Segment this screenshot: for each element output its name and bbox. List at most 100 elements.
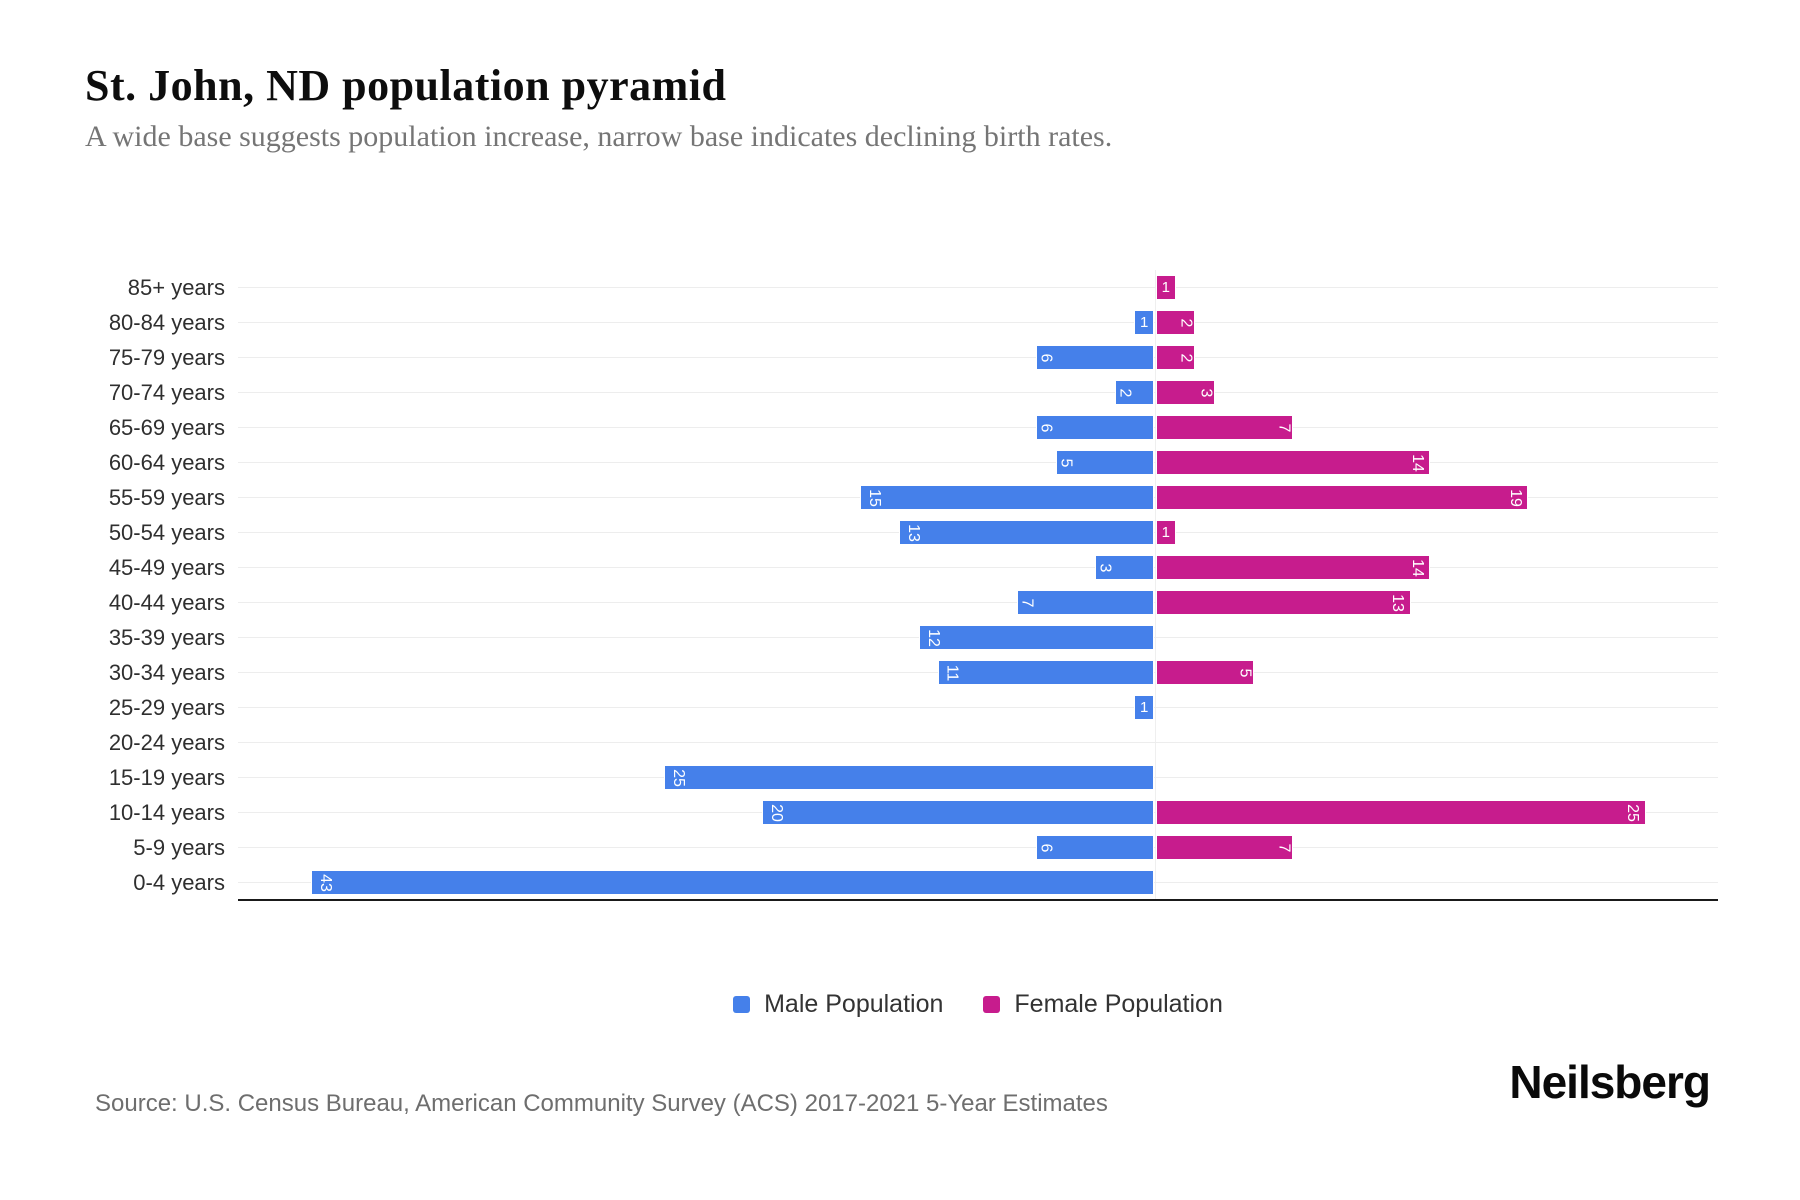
female-bar[interactable]: 13 [1156,590,1411,615]
male-bar[interactable]: 1 [1134,310,1154,335]
bar-value-label: 1 [1161,524,1170,541]
gridline [238,357,1718,358]
age-group-label: 40-44 years [108,590,225,615]
pyramid-row: 20-24 years [0,725,1800,760]
gridline [238,742,1718,743]
page-subtitle: A wide base suggests population increase… [85,120,1113,153]
age-group-label: 55-59 years [108,485,225,510]
age-group-label: 60-64 years [108,450,225,475]
male-bar[interactable]: 3 [1095,555,1154,580]
pyramid-row: 15-19 years 25 [0,760,1800,795]
male-bar[interactable]: 6 [1036,835,1154,860]
age-group-label: 35-39 years [108,625,225,650]
male-bar[interactable]: 11 [938,660,1154,685]
age-group-label: 15-19 years [108,765,225,790]
gridline [238,287,1718,288]
legend-item[interactable]: Male Population [733,990,943,1019]
gridline [238,602,1718,603]
pyramid-row: 5-9 years 6 7 [0,830,1800,865]
bar-value-label: 25 [1624,803,1642,822]
center-axis-line [1155,270,1156,900]
age-group-label: 20-24 years [108,730,225,755]
pyramid-row: 10-14 years 20 25 [0,795,1800,830]
bar-value-label: 2 [1177,353,1195,362]
pyramid-rows: 85+ years 1 80-84 years 1 2 75-79 years 6 2 70-7… [0,270,1800,900]
male-bar[interactable]: 13 [899,520,1154,545]
bar-value-label: 19 [1506,488,1524,507]
female-bar[interactable]: 25 [1156,800,1646,825]
female-bar[interactable]: 2 [1156,310,1196,335]
age-group-label: 30-34 years [108,660,225,685]
bar-value-label: 2 [1116,388,1134,397]
female-bar[interactable]: 14 [1156,450,1431,475]
pyramid-row: 65-69 years 6 7 [0,410,1800,445]
bar-value-label: 13 [1388,593,1406,612]
age-group-label: 70-74 years [108,380,225,405]
gridline [238,567,1718,568]
bar-value-label: 3 [1197,388,1215,397]
pyramid-row: 30-34 years 11 5 [0,655,1800,690]
bar-value-label: 7 [1018,598,1036,607]
age-group-label: 85+ years [127,275,225,300]
male-bar[interactable]: 20 [762,800,1154,825]
gridline [238,392,1718,393]
male-bar[interactable]: 6 [1036,415,1154,440]
bar-value-label: 12 [924,628,942,647]
pyramid-row: 45-49 years 3 14 [0,550,1800,585]
male-bar[interactable]: 2 [1114,380,1154,405]
pyramid-row: 60-64 years 5 14 [0,445,1800,480]
female-bar[interactable]: 7 [1156,835,1294,860]
male-bar[interactable]: 43 [311,870,1154,895]
male-bar[interactable]: 25 [664,765,1154,790]
bar-value-label: 15 [865,488,883,507]
female-bar[interactable]: 3 [1156,380,1215,405]
brand-logo: Neilsberg [1509,1056,1711,1108]
x-axis-line [238,899,1718,901]
gridline [238,847,1718,848]
gridline [238,322,1718,323]
gridline [238,427,1718,428]
female-bar[interactable]: 1 [1156,520,1176,545]
age-group-label: 25-29 years [108,695,225,720]
bar-value-label: 25 [669,768,687,787]
male-bar[interactable]: 7 [1016,590,1154,615]
legend-label: Female Population [1014,990,1223,1018]
age-group-label: 65-69 years [108,415,225,440]
female-bar[interactable]: 1 [1156,275,1176,300]
bar-value-label: 1 [1140,699,1149,716]
age-group-label: 0-4 years [133,870,225,895]
bar-value-label: 6 [1037,423,1055,432]
page-title: St. John, ND population pyramid [85,61,727,110]
bar-value-label: 6 [1037,353,1055,362]
bar-value-label: 7 [1275,843,1293,852]
pyramid-row: 70-74 years 2 3 [0,375,1800,410]
male-bar[interactable]: 6 [1036,345,1154,370]
pyramid-row: 0-4 years 43 [0,865,1800,900]
bar-value-label: 14 [1408,453,1426,472]
pyramid-row: 25-29 years 1 [0,690,1800,725]
male-bar[interactable]: 12 [918,625,1154,650]
age-group-label: 5-9 years [133,835,225,860]
bar-value-label: 14 [1408,558,1426,577]
male-bar[interactable]: 5 [1056,450,1154,475]
source-note: Source: U.S. Census Bureau, American Com… [95,1090,1108,1117]
pyramid-row: 35-39 years 12 [0,620,1800,655]
female-bar[interactable]: 7 [1156,415,1294,440]
bar-value-label: 2 [1177,318,1195,327]
gridline [238,707,1718,708]
age-group-label: 50-54 years [108,520,225,545]
pyramid-row: 85+ years 1 [0,270,1800,305]
bar-value-label: 13 [905,523,923,542]
legend-item[interactable]: Female Population [983,990,1223,1019]
female-bar[interactable]: 14 [1156,555,1431,580]
female-bar[interactable]: 2 [1156,345,1196,370]
female-bar[interactable]: 5 [1156,660,1254,685]
bar-value-label: 5 [1057,458,1075,467]
age-group-label: 75-79 years [108,345,225,370]
bar-value-label: 7 [1275,423,1293,432]
male-bar[interactable]: 1 [1134,695,1154,720]
female-bar[interactable]: 19 [1156,485,1529,510]
male-bar[interactable]: 15 [860,485,1154,510]
bar-value-label: 43 [317,873,335,892]
legend-swatch-icon [733,996,751,1013]
